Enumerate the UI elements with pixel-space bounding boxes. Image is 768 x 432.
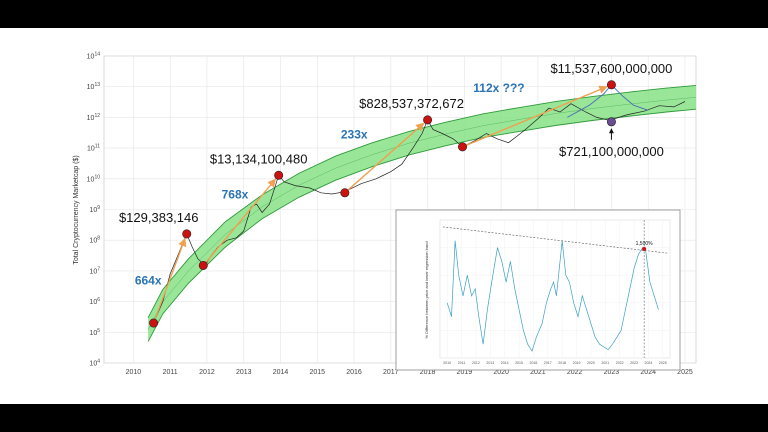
growth-arrow: [344, 122, 425, 194]
inset-x-tick-label: 2019: [573, 361, 581, 365]
y-axis: 104 105 106 107 108 109 1010 1011 1012 1013 1014: [87, 52, 101, 368]
x-tick-label: 2023: [604, 369, 620, 376]
growth-multiple-label: 233x: [341, 127, 368, 141]
y-tick-label: 1011: [87, 144, 100, 153]
key-point: [182, 229, 192, 239]
regression-band: [147, 84, 697, 342]
inset-peak-marker: [642, 246, 647, 251]
growth-arrow: [462, 85, 608, 148]
inset-x-axis: 2010 2011 2012 2013 2014 2015 2016 2017 2018 2019…: [443, 361, 666, 365]
y-tick-label: 109: [89, 205, 100, 214]
inset-x-tick-label: 2023: [630, 361, 638, 365]
x-tick-label: 2018: [420, 369, 436, 376]
x-tick-label: 2021: [530, 369, 546, 376]
x-axis: 2010 2011 2012 2013 2014 2015 2016 2017 2018 2019…: [126, 369, 693, 376]
projected-callout: $721,100,000,000: [559, 144, 664, 159]
y-tick-label: 1012: [87, 113, 101, 122]
x-tick-label: 2025: [677, 369, 693, 376]
x-tick-label: 2024: [640, 369, 656, 376]
y-tick-label: 106: [89, 297, 100, 306]
inset-grid: [439, 219, 671, 359]
growth-multiple-label: 664x: [135, 273, 162, 287]
inset-chart: 1,500% 2010 2011 2012 2013 2014 2015 2016 2017 2…: [395, 209, 681, 371]
x-tick-label: 2011: [163, 369, 178, 376]
inset-x-tick-label: 2020: [587, 361, 595, 365]
inset-x-tick-label: 2011: [458, 361, 466, 365]
inset-x-tick-label: 2021: [601, 361, 609, 365]
x-tick-label: 2016: [346, 369, 362, 376]
y-tick-label: 1013: [87, 82, 101, 91]
x-tick-label: 2019: [457, 369, 473, 376]
value-callout: $129,383,146: [119, 210, 199, 225]
chart-svg: 664x 768x 233x 112x ??? $129,383,146 $13,134…: [73, 52, 697, 376]
growth-arrow: [202, 178, 276, 266]
inset-x-tick-label: 2014: [501, 361, 509, 365]
growth-arrow: [152, 237, 187, 324]
inset-x-tick-label: 2018: [558, 361, 566, 365]
inset-series: 1,500%: [442, 220, 668, 358]
inset-x-tick-label: 2013: [486, 361, 494, 365]
key-point: [149, 318, 159, 328]
x-tick-label: 2010: [126, 369, 142, 376]
inset-x-tick-label: 2017: [544, 361, 552, 365]
y-tick-label: 105: [89, 328, 100, 337]
chart-frame: 664x 768x 233x 112x ??? $129,383,146 $13,134…: [0, 28, 768, 404]
inset-y-axis-label: % Difference between price and lower reg…: [424, 241, 429, 338]
y-axis-label: Total Cryptocurrency Marketcap ($): [73, 155, 80, 264]
inset-x-tick-label: 2010: [443, 361, 451, 365]
x-tick-label: 2017: [383, 369, 399, 376]
inset-x-tick-label: 2025: [659, 361, 667, 365]
growth-arrows: 664x 768x 233x 112x ???: [135, 81, 608, 324]
inset-x-tick-label: 2022: [616, 361, 624, 365]
value-callout: $11,537,600,000,000: [550, 61, 672, 76]
projected-point: [606, 117, 616, 127]
y-tick-label: 104: [89, 359, 100, 368]
growth-multiple-label: 112x ???: [473, 81, 524, 95]
x-tick-label: 2015: [309, 369, 325, 376]
y-tick-label: 1014: [87, 52, 101, 61]
inset-x-tick-label: 2016: [530, 361, 538, 365]
band-mid-line: [147, 97, 697, 330]
x-tick-label: 2013: [236, 369, 252, 376]
key-point: [198, 260, 208, 270]
key-point: [606, 80, 616, 90]
value-callout: $13,134,100,480: [210, 151, 308, 166]
band-lower-line: [147, 108, 697, 342]
inset-peak-label: 1,500%: [636, 241, 654, 247]
y-tick-label: 107: [89, 266, 100, 275]
value-callout: $828,537,372,672: [359, 96, 464, 111]
x-tick-label: 2014: [273, 369, 289, 376]
inset-x-tick-label: 2012: [472, 361, 480, 365]
key-point: [340, 188, 350, 198]
inset-line: [446, 240, 659, 352]
y-tick-label: 1010: [87, 174, 101, 183]
band-upper-line: [147, 84, 697, 318]
band-fill: [148, 85, 697, 342]
key-point: [274, 170, 284, 180]
x-tick-label: 2022: [567, 369, 583, 376]
key-point: [458, 142, 468, 152]
growth-multiple-label: 768x: [222, 187, 249, 201]
inset-x-tick-label: 2024: [645, 361, 653, 365]
x-tick-label: 2020: [493, 369, 509, 376]
inset-trend-line: [442, 226, 668, 254]
x-tick-label: 2012: [199, 369, 215, 376]
inset-box: [395, 209, 681, 371]
inset-x-tick-label: 2015: [515, 361, 523, 365]
key-points: $129,383,146 $13,134,100,480 $828,537,372,…: [119, 61, 672, 328]
key-point: [423, 115, 433, 125]
inset-plot-area: [439, 219, 671, 359]
y-tick-label: 108: [89, 236, 100, 245]
